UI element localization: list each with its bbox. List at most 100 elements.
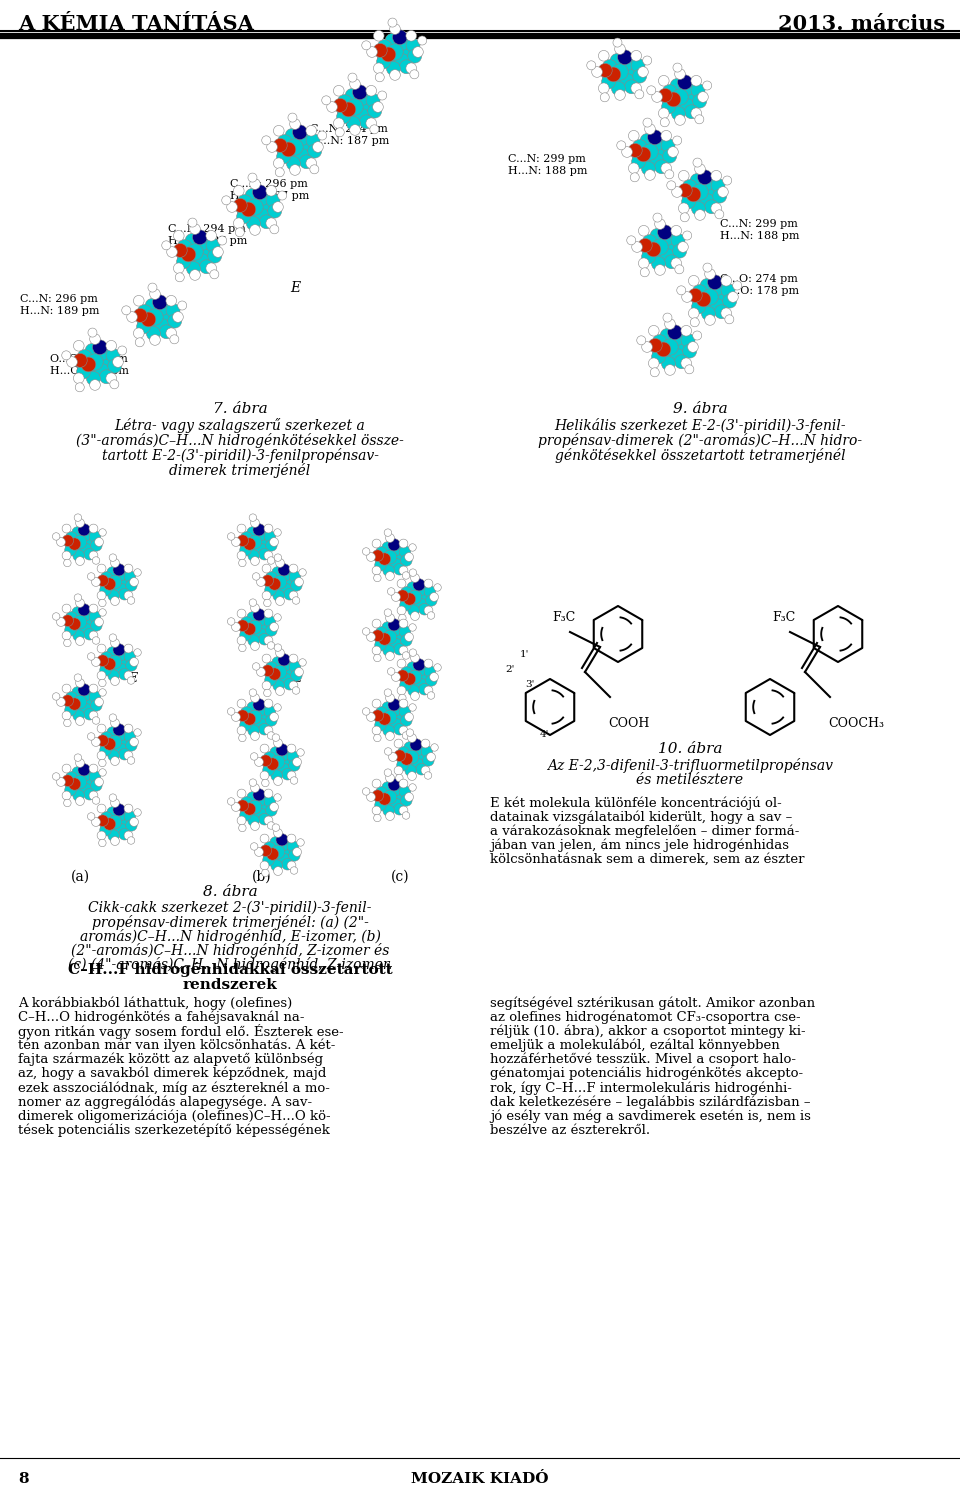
Circle shape xyxy=(110,596,119,605)
Circle shape xyxy=(394,710,406,722)
Circle shape xyxy=(399,807,408,816)
Circle shape xyxy=(247,527,259,539)
Text: beszélve az észterekről.: beszélve az észterekről. xyxy=(490,1123,650,1137)
Circle shape xyxy=(636,147,651,162)
Circle shape xyxy=(80,608,92,620)
Circle shape xyxy=(240,541,252,553)
Circle shape xyxy=(273,825,279,831)
Circle shape xyxy=(126,820,137,831)
Circle shape xyxy=(273,590,284,601)
Circle shape xyxy=(265,572,277,584)
Circle shape xyxy=(691,84,705,98)
Circle shape xyxy=(265,662,277,674)
Text: génatomjai potenciális hidrogénkötés akcepto-: génatomjai potenciális hidrogénkötés akc… xyxy=(490,1066,804,1080)
Circle shape xyxy=(263,760,276,772)
Circle shape xyxy=(63,640,71,647)
Circle shape xyxy=(698,92,708,102)
Circle shape xyxy=(254,209,270,224)
Circle shape xyxy=(107,825,119,838)
Circle shape xyxy=(91,578,101,586)
Circle shape xyxy=(293,847,301,856)
Circle shape xyxy=(97,671,106,680)
Circle shape xyxy=(655,219,665,230)
Circle shape xyxy=(148,282,157,291)
Circle shape xyxy=(97,565,106,572)
Circle shape xyxy=(277,144,292,159)
Circle shape xyxy=(709,281,725,296)
Circle shape xyxy=(92,557,100,565)
Circle shape xyxy=(345,111,360,126)
Circle shape xyxy=(228,617,235,625)
Circle shape xyxy=(72,766,84,780)
Circle shape xyxy=(378,632,391,646)
Circle shape xyxy=(386,533,395,542)
Circle shape xyxy=(368,104,382,119)
Circle shape xyxy=(248,814,259,826)
Circle shape xyxy=(265,670,277,682)
Circle shape xyxy=(76,518,84,527)
Circle shape xyxy=(677,285,685,294)
Circle shape xyxy=(159,309,174,324)
Circle shape xyxy=(633,140,647,155)
Circle shape xyxy=(115,568,127,581)
Circle shape xyxy=(272,676,284,688)
Circle shape xyxy=(124,804,132,813)
Circle shape xyxy=(269,578,280,590)
Circle shape xyxy=(107,807,119,819)
Circle shape xyxy=(277,191,287,200)
Circle shape xyxy=(258,620,271,634)
Circle shape xyxy=(72,527,84,539)
Circle shape xyxy=(293,125,307,140)
Circle shape xyxy=(251,518,259,527)
Circle shape xyxy=(681,357,691,368)
Circle shape xyxy=(671,233,685,248)
Circle shape xyxy=(264,599,271,607)
Circle shape xyxy=(275,644,281,652)
Circle shape xyxy=(404,742,416,754)
Circle shape xyxy=(237,524,246,533)
Circle shape xyxy=(397,590,409,601)
Circle shape xyxy=(650,251,665,266)
Circle shape xyxy=(416,751,427,763)
Circle shape xyxy=(610,75,625,90)
Circle shape xyxy=(413,47,423,57)
Circle shape xyxy=(87,733,95,740)
Circle shape xyxy=(268,204,281,218)
Circle shape xyxy=(265,580,277,592)
Circle shape xyxy=(68,698,81,710)
Circle shape xyxy=(108,734,122,749)
Circle shape xyxy=(640,134,655,149)
Circle shape xyxy=(64,784,76,796)
Circle shape xyxy=(404,793,414,802)
Circle shape xyxy=(124,644,132,653)
Circle shape xyxy=(425,595,437,607)
Circle shape xyxy=(399,45,414,60)
Circle shape xyxy=(349,78,360,90)
Circle shape xyxy=(714,305,729,318)
Circle shape xyxy=(258,801,271,813)
Circle shape xyxy=(683,180,697,194)
Circle shape xyxy=(76,796,84,805)
Circle shape xyxy=(377,39,392,54)
Circle shape xyxy=(390,703,402,715)
Circle shape xyxy=(404,712,414,721)
Circle shape xyxy=(661,138,675,152)
Circle shape xyxy=(667,147,679,158)
Circle shape xyxy=(212,246,224,257)
Circle shape xyxy=(241,203,255,216)
Circle shape xyxy=(702,288,718,305)
Circle shape xyxy=(415,679,427,691)
Circle shape xyxy=(627,236,636,245)
Circle shape xyxy=(107,566,119,578)
Circle shape xyxy=(62,535,74,547)
Circle shape xyxy=(254,628,267,640)
Circle shape xyxy=(384,608,392,616)
Circle shape xyxy=(404,553,414,562)
Circle shape xyxy=(150,335,160,345)
Circle shape xyxy=(95,617,104,626)
Circle shape xyxy=(118,575,131,589)
Circle shape xyxy=(427,692,435,700)
Circle shape xyxy=(252,608,265,620)
Circle shape xyxy=(108,829,119,841)
Circle shape xyxy=(97,575,108,586)
